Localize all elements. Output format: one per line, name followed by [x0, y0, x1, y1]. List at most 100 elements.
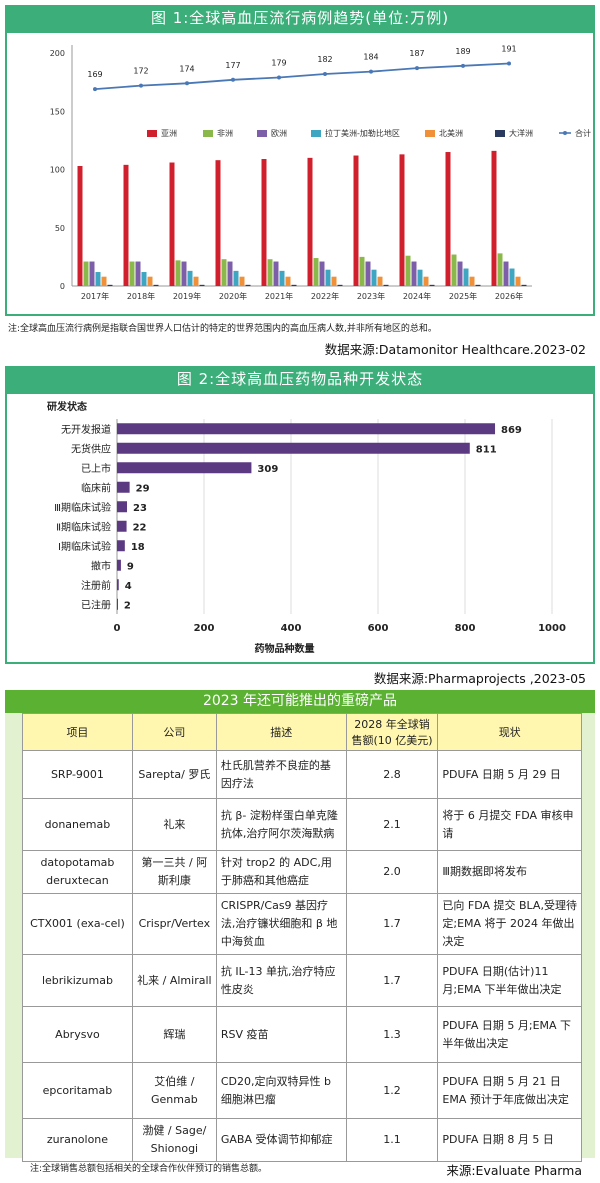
legend-swatch: [495, 130, 505, 137]
legend-swatch: [147, 130, 157, 137]
fig1-chart: 0 50 100 150 200 2017年 2018年 2019年 2020年 2021年 202…: [50, 44, 591, 301]
products-title: 2023 年还可能推出的重磅产品: [5, 690, 595, 713]
x-tick-label: 800: [455, 623, 476, 634]
total-point: [507, 61, 511, 66]
bar-欧洲: [503, 261, 509, 286]
bar-北美洲: [193, 276, 199, 286]
total-data-label: 187: [409, 49, 424, 58]
bar-Ⅲ期临床试验: [117, 501, 128, 513]
bar-亚洲: [77, 166, 83, 286]
cell-company: 辉瑞: [131, 1006, 217, 1063]
total-data-label: 179: [271, 58, 286, 67]
cell-sales: 1.7: [345, 954, 439, 1007]
total-point: [93, 87, 97, 92]
bar-非洲: [313, 258, 319, 286]
x-axis-title: 药物品种数量: [255, 642, 315, 655]
bar-大洋洲: [429, 284, 435, 286]
bar-大洋洲: [291, 284, 297, 286]
cell-sales: 1.1: [345, 1118, 439, 1162]
legend-label: 北美洲: [439, 128, 463, 138]
bar-北美洲: [331, 276, 337, 286]
bar-非洲: [129, 261, 135, 286]
bar-拉丁美洲-加勒比地区: [417, 269, 423, 286]
total-point: [185, 81, 189, 86]
bar-亚洲: [353, 155, 359, 286]
cell-status: PDUFA 日期 5 月 21 日 EMA 预计于年底做出决定: [437, 1062, 582, 1119]
cell-project: donanemab: [22, 798, 133, 851]
bar-拉丁美洲-加勒比地区: [141, 272, 147, 286]
x-tick-label: 600: [368, 623, 389, 634]
x-tick-label: 2021年: [265, 291, 293, 301]
bar-非洲: [359, 256, 365, 286]
cell-description: RSV 疫苗: [215, 1006, 347, 1063]
cell-company: 第一三共 / 阿斯利康: [131, 850, 217, 894]
x-tick-label: 2023年: [357, 291, 385, 301]
y-tick-label: 无货供应: [71, 442, 111, 455]
bar-亚洲: [307, 157, 313, 286]
legend-swatch: [203, 130, 213, 137]
bar-非洲: [497, 253, 503, 286]
bar-data-label: 29: [136, 483, 150, 494]
bar-亚洲: [169, 162, 175, 286]
bar-data-label: 811: [476, 444, 497, 455]
x-tick-label: 400: [281, 623, 302, 634]
bar-非洲: [267, 259, 273, 286]
x-tick-label: 2019年: [173, 291, 201, 301]
bar-大洋洲: [245, 284, 251, 286]
cell-description: CRISPR/Cas9 基因疗法,治疗镰状细胞和 β 地中海贫血: [215, 893, 347, 955]
bar-北美洲: [101, 276, 107, 286]
legend-label: 合计: [575, 128, 591, 138]
table-note: 注:全球销售总额包括相关的全球合作伙伴预订的销售总额。: [30, 1164, 268, 1174]
fig2-panel: 研发状态 0 200 400 600 800 1000 无开发报道 869 无货供应 811 已上市 3…: [5, 392, 595, 664]
total-point: [461, 63, 465, 68]
bar-大洋洲: [107, 284, 113, 286]
total-data-label: 172: [133, 67, 148, 76]
cell-sales: 1.3: [345, 1006, 439, 1063]
bar-data-label: 2: [124, 600, 131, 611]
bar-欧洲: [411, 261, 417, 286]
y-tick-label: 撤市: [91, 559, 111, 572]
legend-label: 非洲: [217, 128, 233, 138]
cell-company: Crispr/Vertex: [131, 893, 217, 955]
y-tick-label: 100: [50, 166, 65, 175]
bar-大洋洲: [475, 284, 481, 286]
bar-拉丁美洲-加勒比地区: [371, 269, 377, 286]
bar-北美洲: [147, 276, 153, 286]
bar-大洋洲: [383, 284, 389, 286]
total-line: [94, 62, 510, 91]
x-tick-label: 1000: [538, 623, 566, 634]
bar-亚洲: [123, 164, 129, 286]
y-tick-label: 200: [50, 49, 65, 58]
bar-data-label: 4: [125, 581, 132, 592]
cell-description: 针对 trop2 的 ADC,用于肺癌和其他癌症: [215, 850, 347, 894]
bar-北美洲: [423, 276, 429, 286]
bar-北美洲: [469, 276, 475, 286]
bar-北美洲: [377, 276, 383, 286]
legend-label: 亚洲: [161, 129, 177, 138]
bar-大洋洲: [337, 284, 343, 286]
bar-已注册: [117, 598, 118, 610]
table-row: epcoritamab 艾伯维 / Genmab CD20,定向双特异性 b 细胞淋…: [22, 1062, 582, 1119]
total-point: [139, 83, 143, 88]
total-point: [415, 66, 419, 71]
cell-company: 礼来: [131, 798, 217, 851]
y-tick-label: Ⅱ期临床试验: [56, 520, 111, 533]
bar-欧洲: [181, 261, 187, 286]
total-data-label: 174: [179, 64, 194, 73]
bar-拉丁美洲-加勒比地区: [509, 268, 515, 286]
table-row: zuranolone 渤健 / Sage/ Shionogi GABA 受体调节抑郁…: [22, 1118, 582, 1162]
x-tick-label: 0: [114, 623, 121, 634]
total-data-label: 189: [455, 47, 470, 56]
bar-拉丁美洲-加勒比地区: [279, 270, 285, 286]
fig1-note: 注:全球高血压流行病例是指联合国世界人口估计的特定的世界范围内的高血压病人数,并…: [8, 324, 437, 334]
table-row: CTX001 (exa-cel) Crispr/Vertex CRISPR/Cas9…: [22, 893, 582, 955]
cell-status: Ⅲ期数据即将发布: [437, 850, 582, 894]
bar-亚洲: [491, 150, 497, 286]
bar-已上市: [117, 462, 252, 474]
x-tick-label: 2018年: [127, 291, 155, 301]
cell-company: 渤健 / Sage/ Shionogi: [131, 1118, 217, 1162]
x-tick-label: 200: [194, 623, 215, 634]
x-tick-label: 2025年: [449, 291, 477, 301]
products-table: 项目 公司 描述 2028 年全球销售额(10 亿美元) 现状 SRP-9001…: [22, 713, 582, 1162]
cell-project: Abrysvo: [22, 1006, 133, 1063]
